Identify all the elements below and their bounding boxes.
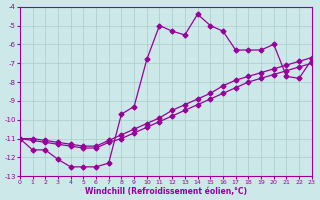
X-axis label: Windchill (Refroidissement éolien,°C): Windchill (Refroidissement éolien,°C) xyxy=(85,187,247,196)
